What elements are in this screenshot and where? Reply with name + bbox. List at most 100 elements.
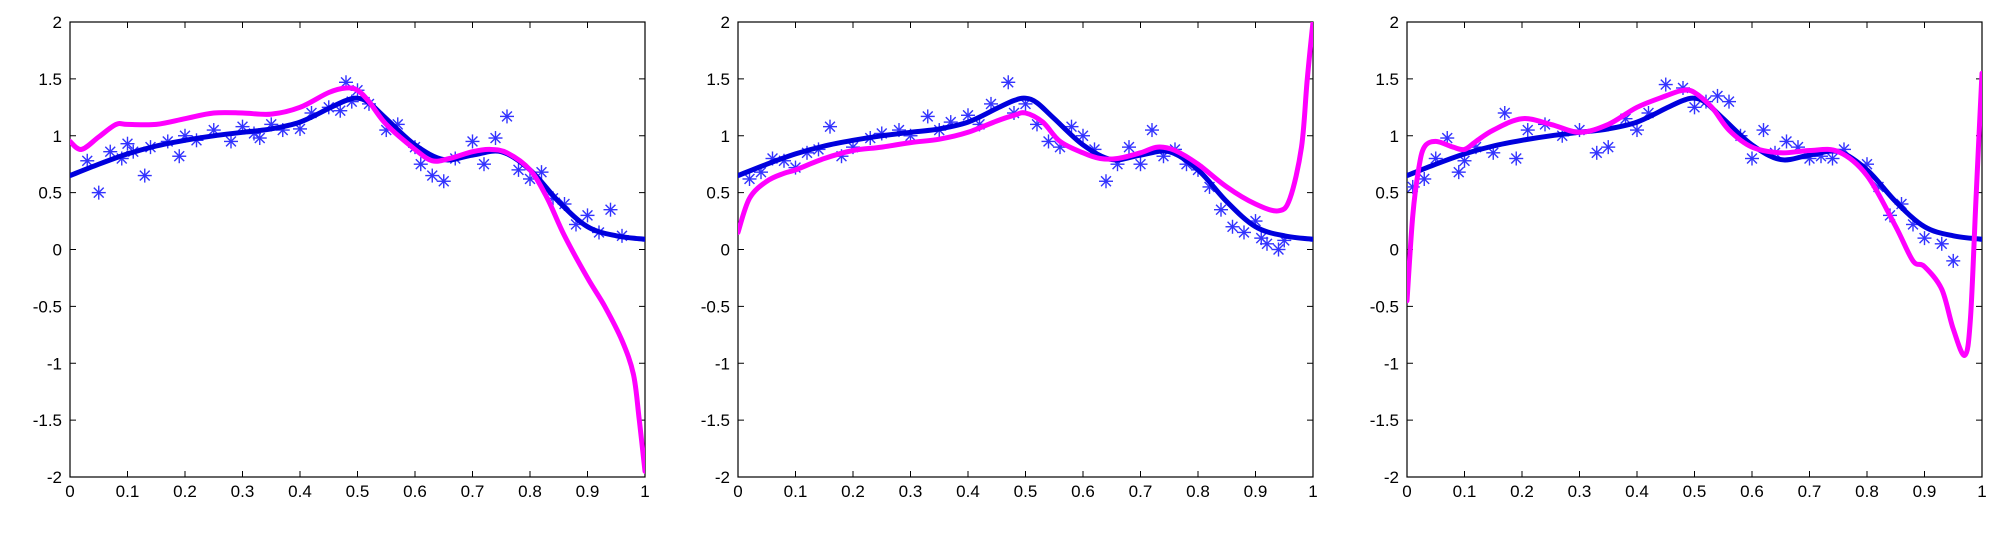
data-point xyxy=(1214,202,1228,217)
asterisk-stroke xyxy=(513,164,524,176)
asterisk-stroke xyxy=(1723,96,1735,108)
asterisk-stroke xyxy=(962,109,974,121)
data-point xyxy=(1509,151,1524,166)
y-tick-label: 0.5 xyxy=(1375,184,1399,203)
asterisk-stroke xyxy=(340,76,352,88)
y-tick-label: 0.5 xyxy=(706,184,730,203)
data-point xyxy=(511,162,526,177)
asterisk-stroke xyxy=(237,121,248,133)
x-tick-label: 0 xyxy=(1402,482,1411,501)
x-tick-label: 0.3 xyxy=(899,482,923,501)
x-tick-label: 0.8 xyxy=(518,482,542,501)
x-tick-label: 0 xyxy=(733,482,742,501)
asterisk-stroke xyxy=(426,170,438,182)
asterisk-stroke xyxy=(294,123,306,135)
x-tick-label: 0.7 xyxy=(1129,482,1153,501)
y-tick-label: 2 xyxy=(53,13,62,32)
data-point xyxy=(1722,94,1736,109)
x-tick-label: 0.6 xyxy=(1740,482,1764,501)
x-tick-label: 1 xyxy=(1308,482,1317,501)
x-tick-label: 0.5 xyxy=(346,482,370,501)
asterisk-stroke xyxy=(104,146,116,158)
asterisk-stroke xyxy=(93,187,105,199)
data-point xyxy=(103,144,118,159)
y-tick-label: 2 xyxy=(1390,13,1399,32)
asterisk-stroke xyxy=(478,158,490,170)
asterisk-stroke xyxy=(1227,221,1238,233)
data-point xyxy=(1589,145,1604,160)
data-point xyxy=(436,174,451,189)
data-point xyxy=(1145,123,1159,138)
y-tick-label: 1 xyxy=(721,127,730,146)
asterisk-stroke xyxy=(1827,153,1838,164)
plot-area xyxy=(70,75,645,474)
x-tick-label: 0.2 xyxy=(841,482,865,501)
data-point xyxy=(488,131,503,146)
axes-box xyxy=(737,21,1314,478)
asterisk-stroke xyxy=(605,204,616,216)
asterisk-stroke xyxy=(1712,90,1723,102)
data-point xyxy=(1076,128,1090,143)
data-point xyxy=(1601,140,1616,155)
data-point xyxy=(91,185,106,200)
y-tick-label: -1 xyxy=(715,354,730,373)
asterisk-stroke xyxy=(1936,238,1948,250)
asterisk-stroke xyxy=(81,155,93,167)
data-point xyxy=(224,134,238,149)
y-tick-label: 2 xyxy=(721,13,730,32)
asterisk-stroke xyxy=(922,110,934,122)
asterisk-stroke xyxy=(1146,124,1158,136)
asterisk-stroke xyxy=(1430,153,1442,164)
fit-line-magenta xyxy=(738,22,1313,235)
asterisk-stroke xyxy=(254,132,266,144)
x-tick-label: 0.8 xyxy=(1855,482,1879,501)
asterisk-stroke xyxy=(1215,204,1227,216)
asterisk-stroke xyxy=(490,132,501,144)
asterisk-stroke xyxy=(139,170,151,182)
fit-line-blue xyxy=(1407,95,1982,242)
y-tick-label: -1 xyxy=(47,354,62,373)
asterisk-stroke xyxy=(1746,153,1758,164)
x-tick-label: 0.9 xyxy=(1913,482,1937,501)
data-point xyxy=(823,119,837,134)
fit-line-magenta xyxy=(1407,70,1982,358)
data-point xyxy=(500,109,514,124)
data-point xyxy=(172,149,187,164)
x-tick-label: 0.3 xyxy=(231,482,255,501)
asterisk-stroke xyxy=(1602,141,1614,153)
x-tick-label: 0.5 xyxy=(1683,482,1707,501)
x-tick-label: 0.4 xyxy=(288,482,312,501)
asterisk-stroke xyxy=(1043,135,1054,147)
data-point xyxy=(1946,253,1961,268)
asterisk-stroke xyxy=(1261,238,1273,250)
y-tick-label: 0 xyxy=(721,241,730,260)
x-tick-label: 0.9 xyxy=(1244,482,1268,501)
asterisk-stroke xyxy=(1620,113,1631,125)
asterisk-stroke xyxy=(334,105,346,117)
data-point xyxy=(425,168,440,183)
asterisk-stroke xyxy=(1487,147,1499,159)
y-tick-label: 0 xyxy=(1390,241,1399,260)
data-point xyxy=(465,134,480,149)
data-point xyxy=(1099,174,1113,189)
y-tick-label: 1.5 xyxy=(38,70,62,89)
plot-area xyxy=(738,22,1313,257)
x-tick-label: 1 xyxy=(640,482,649,501)
asterisk-stroke xyxy=(1631,124,1643,136)
x-tick-label: 0.7 xyxy=(1798,482,1822,501)
y-tick-label: -0.5 xyxy=(1370,297,1399,316)
x-tick-label: 0.1 xyxy=(116,482,140,501)
data-point xyxy=(1687,100,1702,115)
x-tick-label: 0.8 xyxy=(1186,482,1210,501)
data-point xyxy=(1745,151,1759,166)
asterisk-stroke xyxy=(1947,255,1959,267)
y-tick-label: -1 xyxy=(1384,354,1399,373)
y-tick-label: -2 xyxy=(1384,468,1399,487)
plot-area xyxy=(1407,70,1982,358)
asterisk-stroke xyxy=(225,135,237,147)
data-point xyxy=(1630,123,1644,138)
x-tick-label: 0.5 xyxy=(1014,482,1038,501)
asterisk-stroke xyxy=(122,138,133,150)
data-point xyxy=(1486,145,1501,160)
data-point xyxy=(603,202,618,217)
